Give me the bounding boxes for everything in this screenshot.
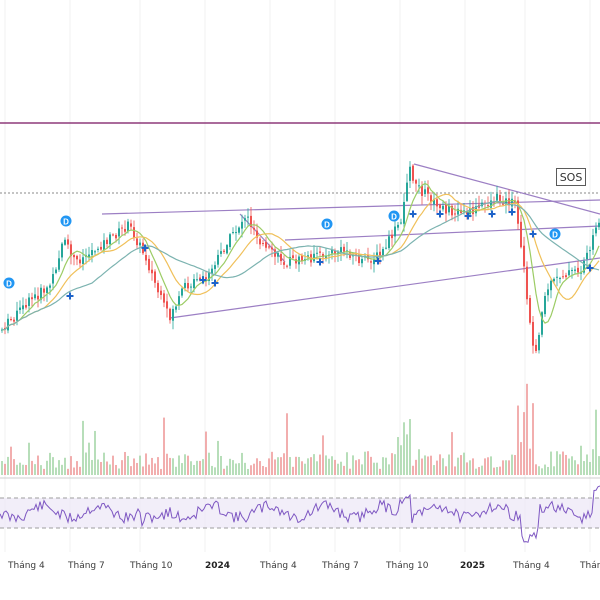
time-axis-tick: Tháng 4 [513,561,550,571]
time-axis-tick: Tháng 7 [68,561,105,571]
price-candles [1,161,600,354]
cross-marker-icon[interactable] [141,244,149,252]
rsi-line [0,485,600,543]
cross-marker-icon[interactable] [464,212,472,220]
sos-label[interactable]: SOS [556,168,586,186]
cross-marker-icon[interactable] [409,210,417,218]
svg-text:D: D [391,212,397,221]
cross-marker-icon[interactable] [199,276,207,284]
cross-marker-icon[interactable] [66,292,74,300]
moving-averages [1,182,600,331]
descending-line [413,163,600,215]
event-markers[interactable]: D D D D D [3,208,594,300]
time-axis-tick: Tháng 7 [322,561,359,571]
cross-marker-icon[interactable] [211,279,219,287]
rsi-band [0,498,600,528]
dividend-marker-icon[interactable]: D [60,215,72,227]
cross-marker-icon[interactable] [529,230,537,238]
time-axis-tick: Tháng 10 [130,561,173,571]
cross-marker-icon[interactable] [374,257,382,265]
rsi-panel [0,477,600,543]
dividend-marker-icon[interactable]: D [549,228,561,240]
dividend-marker-icon[interactable]: D [3,277,15,289]
svg-text:D: D [324,220,330,229]
svg-text:D: D [552,230,558,239]
cross-marker-icon[interactable] [586,264,594,272]
dividend-marker-icon[interactable]: D [321,218,333,230]
time-axis-tick: 2025 [460,561,486,571]
volume-bars [1,383,600,475]
chart-grid [4,0,591,552]
lower-channel-line [169,257,600,319]
time-axis-tick: Tháng 4 [8,561,45,571]
cross-marker-icon[interactable] [316,258,324,266]
cross-marker-icon[interactable] [436,210,444,218]
time-axis-tick: 2024 [205,561,231,571]
time-axis-tick: Tháng [580,561,600,571]
time-axis-tick: Tháng 4 [260,561,297,571]
time-axis-tick: Tháng 10 [386,561,429,571]
cross-marker-icon[interactable] [508,208,516,216]
mid-channel-line [284,225,600,241]
svg-text:D: D [63,217,69,226]
dividend-marker-icon[interactable]: D [388,210,400,222]
cross-marker-icon[interactable] [488,210,496,218]
svg-text:D: D [6,279,12,288]
